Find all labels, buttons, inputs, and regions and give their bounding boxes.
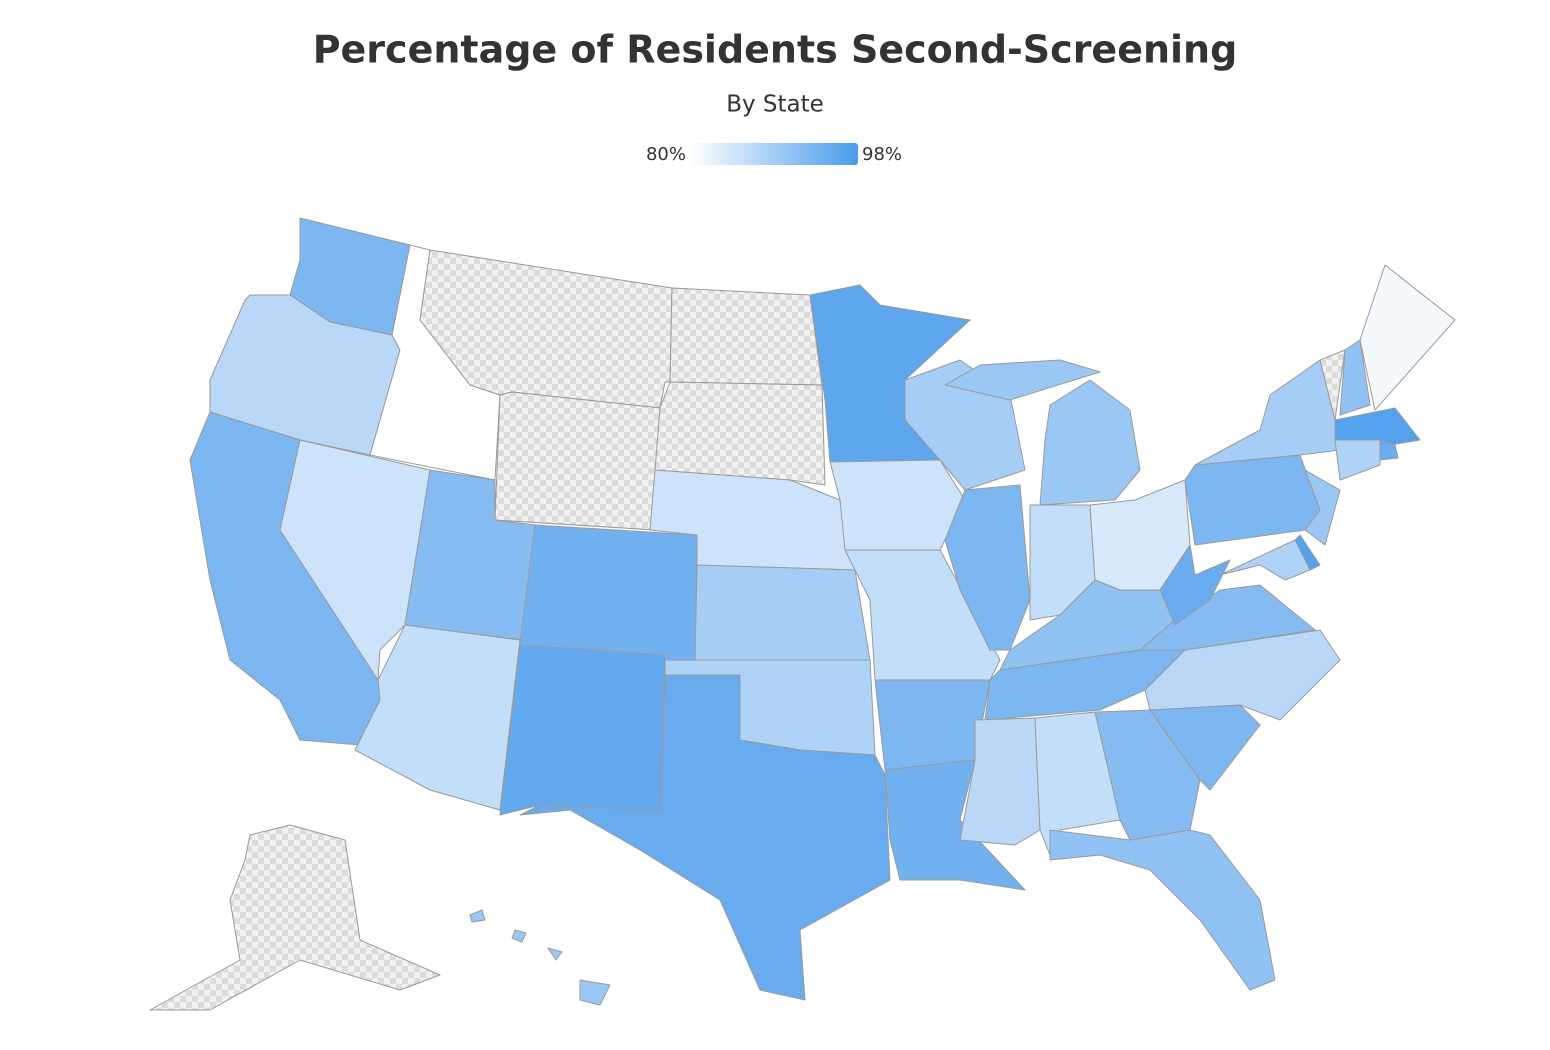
color-legend: 80% 98% — [646, 143, 902, 165]
state — [944, 484, 1031, 651]
legend-gradient — [690, 143, 858, 165]
state — [874, 679, 991, 771]
state — [1159, 544, 1231, 626]
states — [149, 217, 1456, 1011]
state — [149, 824, 441, 1011]
state — [1219, 539, 1311, 581]
state — [1334, 407, 1421, 446]
state — [1304, 469, 1341, 546]
legend-label: 80% — [646, 144, 686, 165]
chart-title: Percentage of Residents Second-Screening — [313, 28, 1238, 72]
state — [669, 287, 823, 386]
state — [519, 674, 891, 1001]
state — [944, 359, 1141, 506]
state — [1334, 439, 1381, 481]
state — [694, 564, 871, 661]
state — [1339, 339, 1371, 416]
state — [1144, 629, 1341, 721]
state — [1194, 359, 1341, 466]
state — [1139, 584, 1316, 651]
chart-subtitle: By State — [726, 92, 824, 118]
state — [469, 909, 611, 1006]
state — [494, 391, 661, 531]
state — [884, 759, 1026, 891]
state — [829, 459, 966, 551]
state — [1184, 454, 1321, 546]
state — [1049, 829, 1276, 991]
state — [1319, 349, 1346, 421]
state — [354, 624, 521, 811]
state — [519, 524, 698, 666]
legend-label: 98% — [862, 144, 902, 165]
state — [654, 381, 826, 486]
state — [499, 644, 666, 816]
state — [1359, 264, 1456, 411]
